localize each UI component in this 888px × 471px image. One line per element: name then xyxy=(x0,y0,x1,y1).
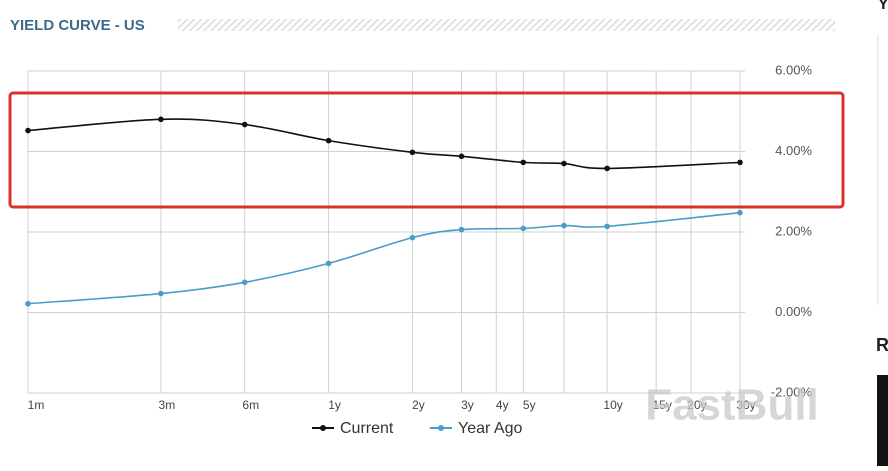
data-point xyxy=(561,160,567,167)
y-tick-label: -2.00% xyxy=(771,384,813,399)
legend-swatch xyxy=(320,425,326,431)
x-tick-label: 20y xyxy=(687,398,706,412)
data-point xyxy=(25,300,31,307)
x-tick-label: 3m xyxy=(159,398,176,412)
chart-title: YIELD CURVE - US xyxy=(10,17,145,34)
data-point xyxy=(241,279,248,286)
data-point xyxy=(520,159,527,166)
data-point xyxy=(158,290,164,297)
data-point xyxy=(520,225,527,232)
highlight-box xyxy=(8,91,845,209)
legend-label: Year Ago xyxy=(458,420,522,437)
x-tick-label: 6m xyxy=(242,398,259,412)
data-point xyxy=(409,149,416,156)
data-point xyxy=(325,137,332,144)
x-tick-label: 4y xyxy=(496,398,509,412)
data-point xyxy=(325,260,332,267)
data-point xyxy=(409,234,416,241)
y-tick-label: 2.00% xyxy=(775,223,812,238)
data-point xyxy=(458,226,465,233)
sidebar-heading: Y xyxy=(878,0,888,13)
y-tick-label: 6.00% xyxy=(775,62,812,77)
legend-swatch xyxy=(438,425,444,431)
sidebar-heading: R xyxy=(876,335,888,355)
x-tick-label: 3y xyxy=(461,398,474,412)
y-tick-label: 0.00% xyxy=(775,304,812,319)
data-point xyxy=(458,153,465,160)
title-hatch xyxy=(178,19,835,31)
series-line xyxy=(27,118,741,170)
x-tick-label: 15y xyxy=(652,398,671,412)
data-point xyxy=(604,223,610,230)
x-tick-label: 2y xyxy=(412,398,425,412)
x-tick-label: 30y xyxy=(736,398,755,412)
sidebar-block xyxy=(877,375,888,466)
x-tick-label: 10y xyxy=(603,398,622,412)
data-point xyxy=(25,127,31,134)
legend-label: Current xyxy=(340,420,394,437)
x-tick-label: 1y xyxy=(328,398,341,412)
data-point xyxy=(561,222,567,229)
watermark: FastBull xyxy=(645,381,819,430)
x-tick-label: 5y xyxy=(523,398,536,412)
data-point xyxy=(241,121,248,128)
data-point xyxy=(737,159,743,166)
y-tick-label: 4.00% xyxy=(775,143,812,158)
data-point xyxy=(604,165,610,172)
data-point xyxy=(158,116,164,123)
x-tick-label: 1m xyxy=(28,398,45,412)
data-point xyxy=(737,209,743,216)
series-line xyxy=(27,211,741,305)
